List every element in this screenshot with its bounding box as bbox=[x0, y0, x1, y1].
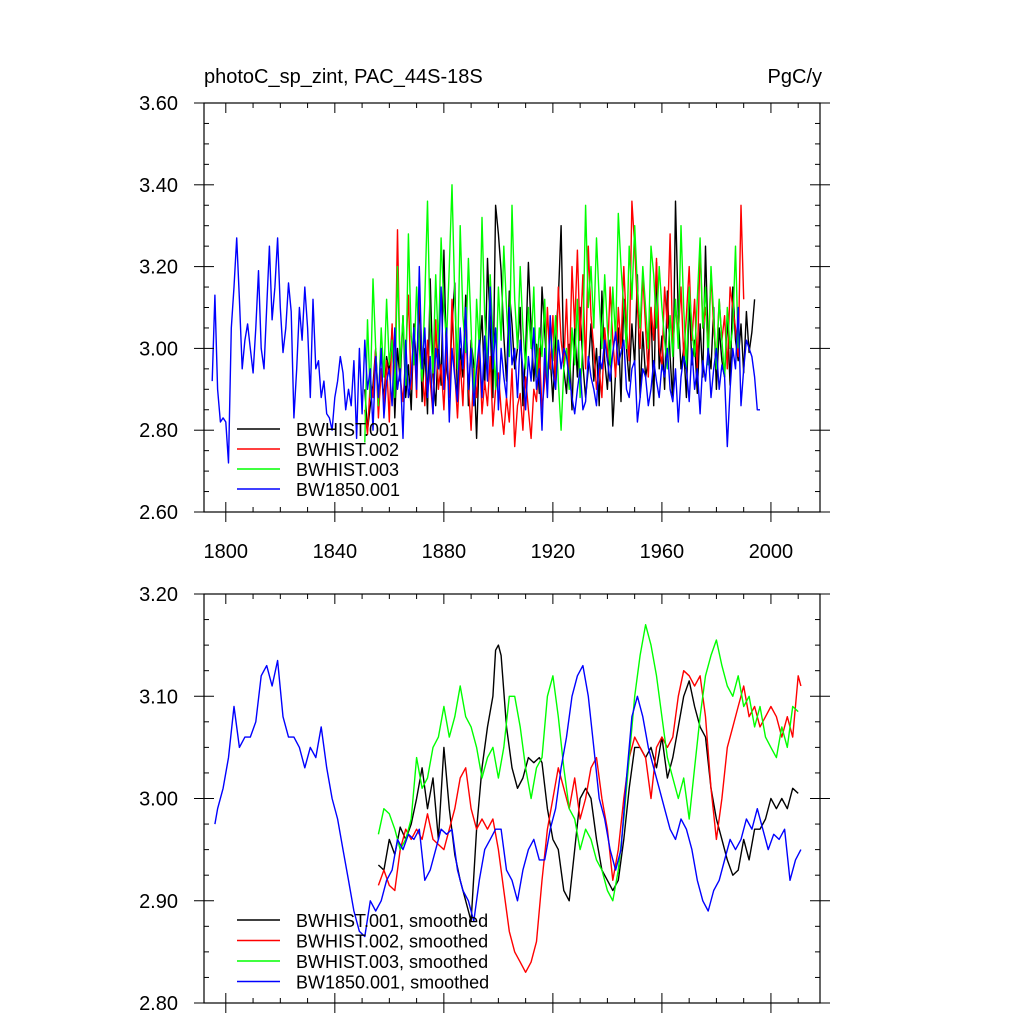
legend-label: BWHIST.001 bbox=[296, 420, 399, 440]
y-tick-label: 2.60 bbox=[139, 502, 178, 524]
units-label: PgC/y bbox=[768, 66, 822, 88]
series-line-2 bbox=[364, 200, 745, 448]
y-tick-label: 2.80 bbox=[139, 420, 178, 442]
y-tick-label: 3.60 bbox=[139, 93, 178, 115]
y-tick-label: 2.90 bbox=[139, 891, 178, 913]
x-tick-label: 1920 bbox=[531, 541, 576, 563]
y-tick-label: 2.80 bbox=[139, 993, 178, 1015]
y-tick-label: 3.40 bbox=[139, 175, 178, 197]
legend-label: BWHIST.002 bbox=[296, 440, 399, 460]
series-line-1 bbox=[377, 644, 799, 922]
y-tick-label: 3.20 bbox=[139, 257, 178, 279]
series-line-4 bbox=[214, 659, 802, 938]
chart-bottom-panel: 2.80 2.90 3.00 3.10 3.20 BWHIST.001, smoothe… bbox=[139, 584, 830, 1015]
x-tick-label: 1880 bbox=[422, 541, 467, 563]
series-line-2 bbox=[377, 670, 802, 973]
x-tick-label: 1800 bbox=[204, 541, 249, 563]
legend-label: BW1850.001, smoothed bbox=[296, 973, 489, 993]
series-line-4 bbox=[211, 237, 760, 464]
legend-label: BW1850.001 bbox=[296, 480, 400, 500]
chart-top-panel: photoC_sp_zint, PAC_44S-18S PgC/y 1800 18… bbox=[139, 66, 830, 563]
chart-title: photoC_sp_zint, PAC_44S-18S bbox=[204, 66, 483, 88]
y-tick-label: 3.00 bbox=[139, 338, 178, 360]
x-tick-label: 2000 bbox=[749, 541, 794, 563]
plot-frame bbox=[203, 593, 821, 1004]
legend-label: BWHIST.003, smoothed bbox=[296, 952, 488, 972]
plot-frame bbox=[203, 102, 821, 513]
y-tick-label: 3.20 bbox=[139, 584, 178, 606]
y-tick-label: 3.00 bbox=[139, 789, 178, 811]
series-line-3 bbox=[377, 624, 799, 902]
x-tick-label: 1840 bbox=[313, 541, 358, 563]
x-tick-label: 1960 bbox=[640, 541, 685, 563]
legend-label: BWHIST.002, smoothed bbox=[296, 932, 488, 952]
legend-label: BWHIST.003 bbox=[296, 460, 399, 480]
y-tick-label: 3.10 bbox=[139, 686, 178, 708]
legend-label: BWHIST.001, smoothed bbox=[296, 911, 488, 931]
